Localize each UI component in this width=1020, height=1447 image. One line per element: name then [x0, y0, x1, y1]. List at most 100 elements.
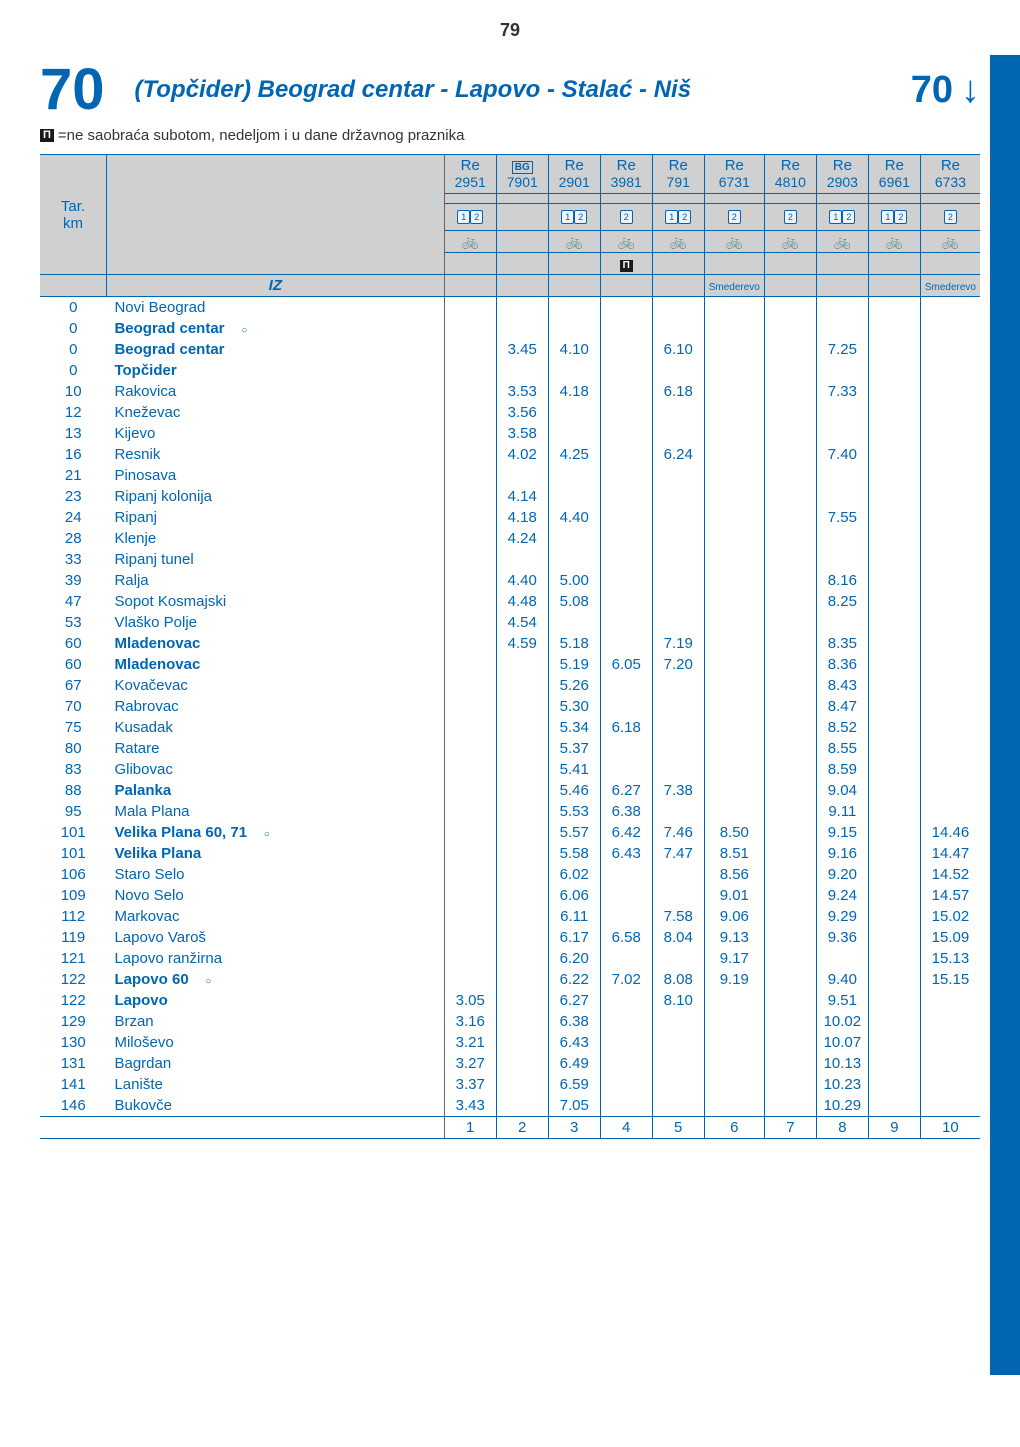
time-cell: [652, 948, 704, 969]
station-cell: Markovac: [106, 906, 444, 927]
time-cell: [704, 1011, 764, 1032]
time-cell: [764, 843, 816, 864]
time-cell: [704, 465, 764, 486]
time-cell: 4.18: [496, 507, 548, 528]
time-cell: 9.40: [816, 969, 868, 990]
time-cell: [764, 885, 816, 906]
hdr-spacer: [868, 194, 920, 204]
time-cell: 9.51: [816, 990, 868, 1011]
tar-cell: 16: [40, 444, 106, 465]
time-cell: [600, 885, 652, 906]
time-cell: 5.57: [548, 822, 600, 843]
time-cell: [764, 444, 816, 465]
time-cell: [496, 1011, 548, 1032]
time-cell: 6.20: [548, 948, 600, 969]
time-cell: [600, 423, 652, 444]
bike-icon: 🚲: [618, 233, 635, 249]
time-cell: 7.47: [652, 843, 704, 864]
time-cell: [496, 297, 548, 319]
time-cell: 9.01: [704, 885, 764, 906]
time-cell: [600, 549, 652, 570]
time-cell: 4.40: [548, 507, 600, 528]
time-cell: [816, 549, 868, 570]
time-cell: [496, 780, 548, 801]
time-cell: [764, 969, 816, 990]
footer-num: 6: [704, 1117, 764, 1139]
time-cell: 6.43: [600, 843, 652, 864]
station-cell: Bukovče: [106, 1095, 444, 1117]
time-cell: [920, 717, 980, 738]
time-cell: 6.17: [548, 927, 600, 948]
time-cell: [816, 297, 868, 319]
tar-cell: 95: [40, 801, 106, 822]
time-cell: [764, 780, 816, 801]
time-cell: [600, 864, 652, 885]
tar-cell: 0: [40, 297, 106, 319]
time-cell: [920, 633, 980, 654]
time-cell: [652, 360, 704, 381]
station-cell: Velika Plana: [106, 843, 444, 864]
time-cell: [444, 906, 496, 927]
time-cell: [920, 612, 980, 633]
class-cell: 12: [652, 204, 704, 231]
iz-cell: [764, 275, 816, 297]
time-cell: 15.02: [920, 906, 980, 927]
time-cell: [816, 423, 868, 444]
tar-cell: 141: [40, 1074, 106, 1095]
time-cell: 6.49: [548, 1053, 600, 1074]
time-cell: [652, 318, 704, 339]
time-cell: 5.19: [548, 654, 600, 675]
iz-cell: [548, 275, 600, 297]
time-cell: [868, 339, 920, 360]
time-cell: [868, 591, 920, 612]
time-cell: [600, 381, 652, 402]
route-title-prefix: (Topčider): [135, 76, 258, 103]
tar-cell: 112: [40, 906, 106, 927]
time-cell: 4.59: [496, 633, 548, 654]
time-cell: 7.25: [816, 339, 868, 360]
station-cell: Velika Plana 60, 71 ○: [106, 822, 444, 843]
time-cell: 5.58: [548, 843, 600, 864]
page-number: 79: [40, 20, 980, 41]
time-cell: 3.53: [496, 381, 548, 402]
time-cell: [444, 339, 496, 360]
train-col-header: Re2951: [444, 155, 496, 194]
time-cell: 7.19: [652, 633, 704, 654]
time-cell: 6.05: [600, 654, 652, 675]
time-cell: [548, 528, 600, 549]
time-cell: [600, 696, 652, 717]
time-cell: [444, 591, 496, 612]
time-cell: [764, 801, 816, 822]
note-cell: [868, 253, 920, 275]
time-cell: [652, 864, 704, 885]
time-cell: 14.46: [920, 822, 980, 843]
time-cell: [764, 1074, 816, 1095]
time-cell: [868, 885, 920, 906]
time-cell: [704, 759, 764, 780]
time-cell: [600, 759, 652, 780]
note-cell: [704, 253, 764, 275]
tar-cell: 13: [40, 423, 106, 444]
tar-cell: 101: [40, 843, 106, 864]
time-cell: [600, 1095, 652, 1117]
station-cell: Rabrovac: [106, 696, 444, 717]
station-cell: Beograd centar: [106, 339, 444, 360]
time-cell: [652, 591, 704, 612]
time-cell: [704, 1032, 764, 1053]
time-cell: [496, 822, 548, 843]
time-cell: [652, 759, 704, 780]
time-cell: [600, 528, 652, 549]
time-cell: 6.59: [548, 1074, 600, 1095]
time-cell: 7.58: [652, 906, 704, 927]
time-cell: [652, 423, 704, 444]
legend: П =ne saobraća subotom, nedeljom i u dan…: [40, 127, 980, 144]
time-cell: 8.08: [652, 969, 704, 990]
time-cell: [652, 507, 704, 528]
time-cell: [868, 1032, 920, 1053]
time-cell: 8.35: [816, 633, 868, 654]
time-cell: [764, 675, 816, 696]
time-cell: [496, 1074, 548, 1095]
time-cell: 6.58: [600, 927, 652, 948]
time-cell: [868, 486, 920, 507]
time-cell: [868, 570, 920, 591]
